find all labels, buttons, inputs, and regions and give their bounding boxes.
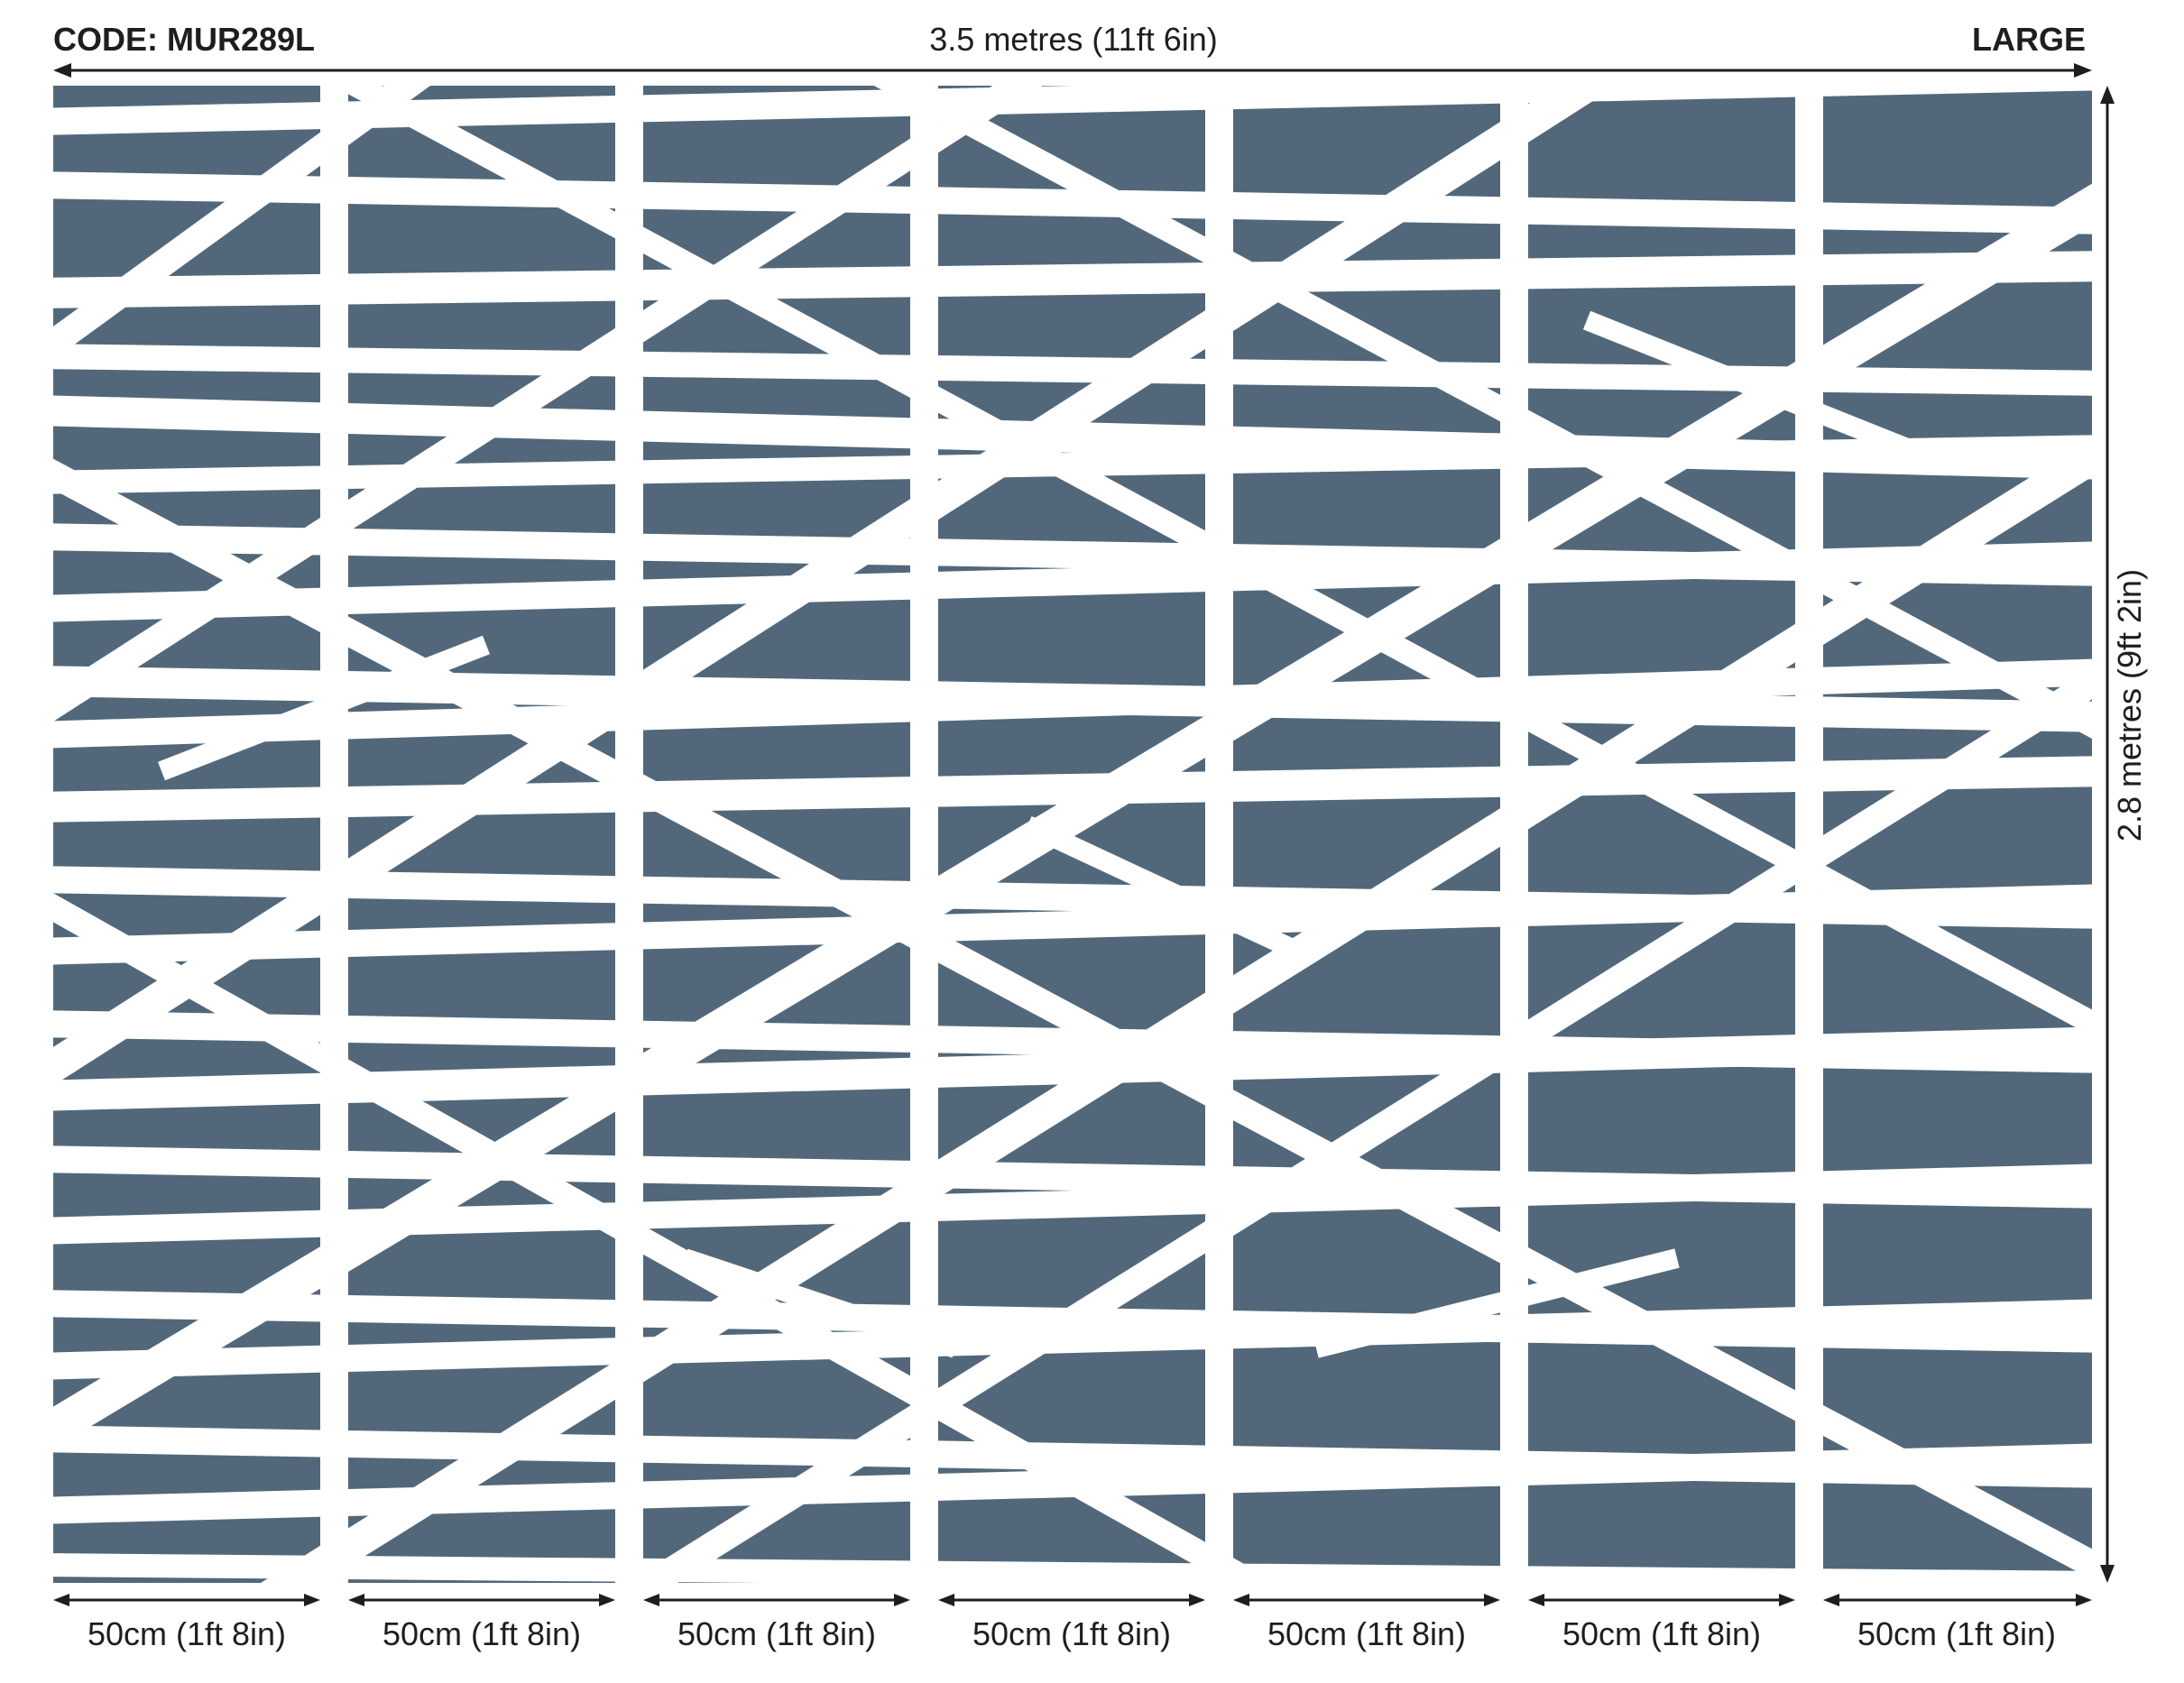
panel-width-label-3: 50cm (1ft 8in) bbox=[677, 1615, 877, 1652]
white-stripes bbox=[53, 86, 2092, 1583]
panel-width-label-4: 50cm (1ft 8in) bbox=[972, 1615, 1172, 1652]
panel-arrow-1 bbox=[53, 1594, 320, 1606]
total-width-label: 3.5 metres (11ft 6in) bbox=[929, 21, 1218, 58]
panel-arrow-7 bbox=[1823, 1594, 2092, 1606]
total-height-label: 2.8 metres (9ft 2in) bbox=[2111, 568, 2148, 842]
mural-pattern bbox=[53, 86, 2092, 1583]
panel-arrow-3 bbox=[643, 1594, 910, 1606]
total-width-arrow bbox=[53, 63, 2092, 78]
panel-arrow-2 bbox=[348, 1594, 615, 1606]
panel-width-label-1: 50cm (1ft 8in) bbox=[87, 1615, 287, 1652]
panel-arrow-4 bbox=[938, 1594, 1205, 1606]
panel-width-label-7: 50cm (1ft 8in) bbox=[1857, 1615, 2057, 1652]
size-label: LARGE bbox=[1972, 21, 2086, 58]
panel-width-label-5: 50cm (1ft 8in) bbox=[1267, 1615, 1467, 1652]
panel-width-label-6: 50cm (1ft 8in) bbox=[1562, 1615, 1762, 1652]
panel-arrow-5 bbox=[1233, 1594, 1500, 1606]
panel-arrow-6 bbox=[1528, 1594, 1795, 1606]
panel-width-label-2: 50cm (1ft 8in) bbox=[382, 1615, 582, 1652]
product-code: CODE: MUR289L bbox=[53, 21, 316, 58]
